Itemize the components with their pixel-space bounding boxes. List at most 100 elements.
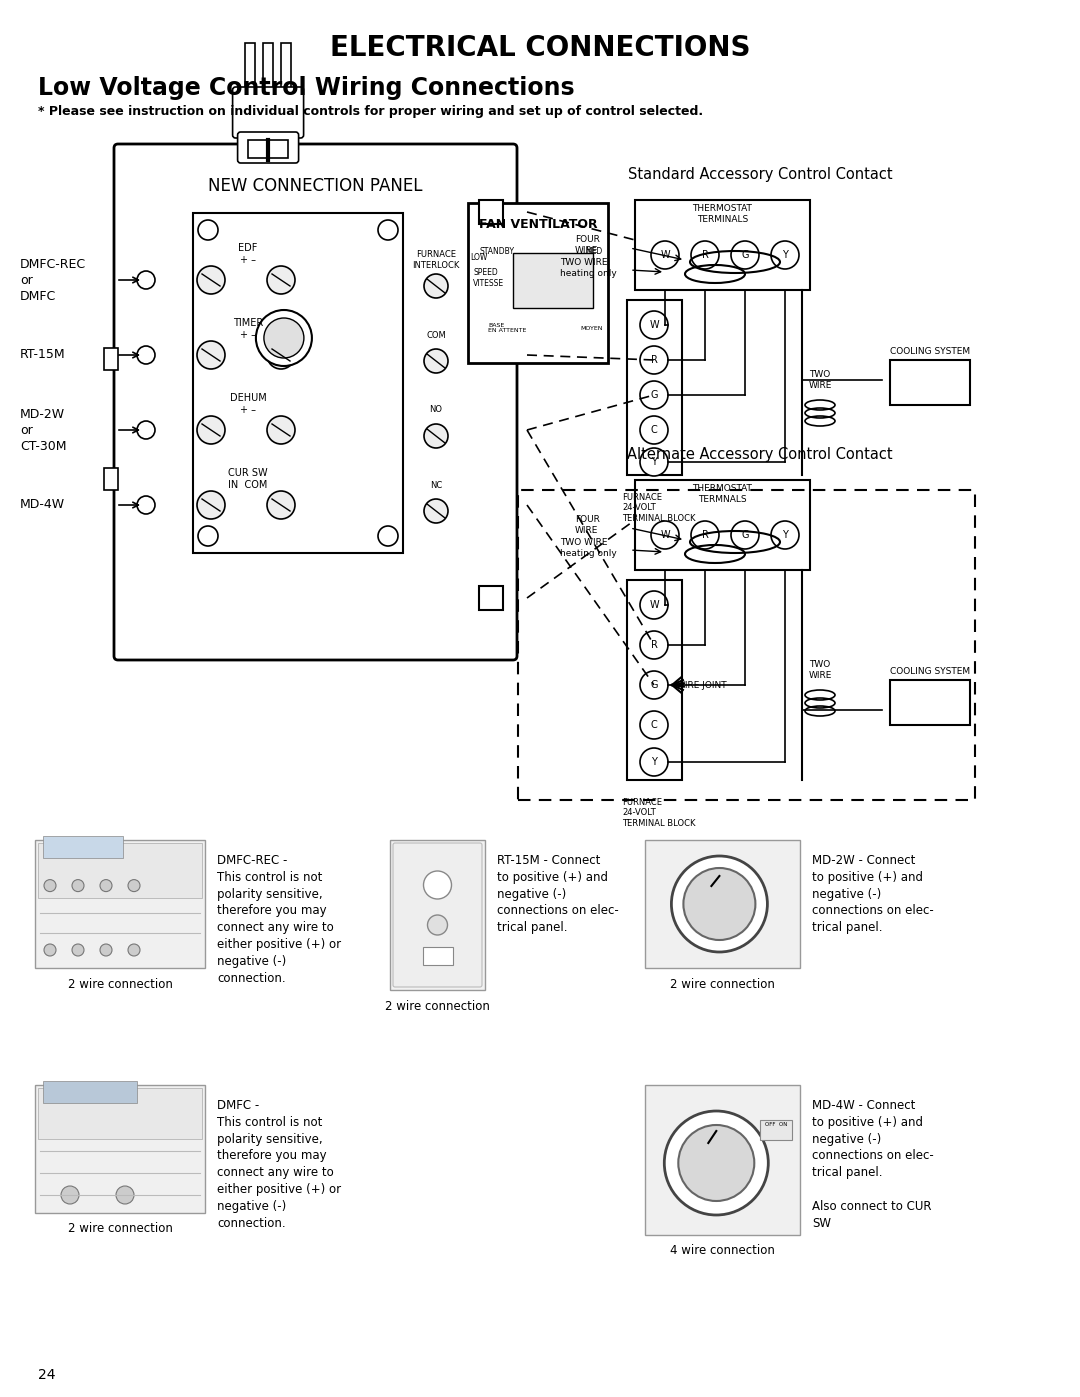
- Circle shape: [129, 944, 140, 956]
- Text: R: R: [650, 640, 658, 650]
- Text: Y: Y: [651, 757, 657, 767]
- Text: FURNACE
24-VOLT
TERMINAL BLOCK: FURNACE 24-VOLT TERMINAL BLOCK: [622, 798, 696, 828]
- Circle shape: [197, 341, 225, 369]
- Circle shape: [640, 671, 669, 698]
- Circle shape: [684, 868, 755, 940]
- Circle shape: [378, 527, 399, 546]
- Text: OFF  ON: OFF ON: [765, 1123, 787, 1127]
- Circle shape: [267, 416, 295, 444]
- Text: SPEED
VITESSE: SPEED VITESSE: [473, 268, 504, 288]
- Circle shape: [264, 319, 303, 358]
- Text: ELECTRICAL CONNECTIONS: ELECTRICAL CONNECTIONS: [329, 34, 751, 61]
- Text: THERMOSTAT
TERMINALS: THERMOSTAT TERMINALS: [692, 204, 753, 224]
- Text: Alternate Accessory Control Contact: Alternate Accessory Control Contact: [627, 447, 893, 462]
- Circle shape: [640, 346, 669, 374]
- Text: 4 wire connection: 4 wire connection: [670, 1245, 775, 1257]
- Text: Y: Y: [782, 529, 788, 541]
- Circle shape: [100, 944, 112, 956]
- FancyBboxPatch shape: [238, 131, 298, 163]
- Text: DMFC -
This control is not
polarity sensitive,
therefore you may
connect any wir: DMFC - This control is not polarity sens…: [217, 1099, 341, 1229]
- Text: Y: Y: [782, 250, 788, 260]
- Text: WIRE JOINT: WIRE JOINT: [676, 680, 727, 690]
- Text: COM: COM: [427, 331, 446, 339]
- Bar: [38, 842, 202, 898]
- Text: COOLING SYSTEM: COOLING SYSTEM: [890, 668, 970, 676]
- Bar: [627, 300, 681, 475]
- Text: COOLING SYSTEM: COOLING SYSTEM: [890, 348, 970, 356]
- Text: FOUR
WIRE: FOUR WIRE: [575, 235, 599, 254]
- Text: FOUR
WIRE: FOUR WIRE: [575, 515, 599, 535]
- Circle shape: [197, 416, 225, 444]
- Circle shape: [672, 856, 768, 951]
- Text: EDF: EDF: [239, 243, 258, 253]
- Text: C: C: [650, 425, 658, 434]
- FancyBboxPatch shape: [393, 842, 482, 988]
- Bar: [627, 580, 681, 780]
- Text: MOYEN: MOYEN: [581, 326, 603, 331]
- Circle shape: [44, 880, 56, 891]
- Circle shape: [267, 341, 295, 369]
- Text: DEHUM: DEHUM: [230, 393, 267, 402]
- Text: THERMOSTAT
TERMNALS: THERMOSTAT TERMNALS: [692, 485, 753, 504]
- Text: FAN VENTILATOR: FAN VENTILATOR: [478, 218, 597, 232]
- Circle shape: [267, 265, 295, 293]
- Circle shape: [44, 944, 56, 956]
- Text: G: G: [741, 529, 748, 541]
- Circle shape: [731, 242, 759, 270]
- Circle shape: [640, 711, 669, 739]
- Circle shape: [72, 944, 84, 956]
- Circle shape: [691, 242, 719, 270]
- Bar: [513, 253, 593, 307]
- Circle shape: [640, 416, 669, 444]
- Circle shape: [129, 880, 140, 891]
- Circle shape: [731, 521, 759, 549]
- Text: BASE
EN ATTENTE: BASE EN ATTENTE: [488, 323, 526, 334]
- Bar: [890, 360, 970, 405]
- Bar: [35, 840, 205, 968]
- Circle shape: [428, 915, 447, 935]
- Bar: [104, 348, 118, 370]
- Text: Y: Y: [651, 457, 657, 467]
- Circle shape: [651, 242, 679, 270]
- Bar: [645, 1085, 800, 1235]
- Bar: [104, 468, 118, 490]
- Circle shape: [60, 1186, 79, 1204]
- Text: DMFC-REC -
This control is not
polarity sensitive,
therefore you may
connect any: DMFC-REC - This control is not polarity …: [217, 854, 341, 985]
- Circle shape: [100, 880, 112, 891]
- Text: NEW CONNECTION PANEL: NEW CONNECTION PANEL: [208, 177, 422, 196]
- Text: W: W: [660, 250, 670, 260]
- Text: TWO WIRE
heating only: TWO WIRE heating only: [561, 538, 617, 557]
- Bar: [43, 835, 123, 858]
- Bar: [760, 1120, 792, 1140]
- Text: FURNACE
INTERLOCK: FURNACE INTERLOCK: [413, 250, 460, 270]
- Bar: [518, 490, 975, 800]
- Text: W: W: [649, 320, 659, 330]
- Text: MD-4W - Connect
to positive (+) and
negative (-)
connections on elec-
trical pan: MD-4W - Connect to positive (+) and nega…: [812, 1099, 934, 1229]
- Text: RT-15M - Connect
to positive (+) and
negative (-)
connections on elec-
trical pa: RT-15M - Connect to positive (+) and neg…: [497, 854, 619, 935]
- Text: 24: 24: [38, 1368, 55, 1382]
- FancyBboxPatch shape: [114, 144, 517, 659]
- Bar: [281, 43, 292, 88]
- Circle shape: [771, 242, 799, 270]
- Bar: [645, 840, 800, 968]
- Circle shape: [137, 496, 156, 514]
- Bar: [635, 481, 810, 570]
- Bar: [480, 585, 503, 610]
- Circle shape: [640, 448, 669, 476]
- Text: IN  COM: IN COM: [228, 481, 268, 490]
- Text: TWO
WIRE: TWO WIRE: [808, 370, 832, 390]
- Circle shape: [664, 1111, 768, 1215]
- Text: MD-2W
or
CT-30M: MD-2W or CT-30M: [21, 408, 67, 453]
- Bar: [390, 840, 485, 990]
- Circle shape: [116, 1186, 134, 1204]
- Bar: [422, 947, 453, 965]
- Circle shape: [424, 274, 448, 298]
- Text: DMFC-REC
or
DMFC: DMFC-REC or DMFC: [21, 257, 86, 303]
- Text: W: W: [649, 599, 659, 610]
- Text: CUR SW: CUR SW: [228, 468, 268, 478]
- Circle shape: [424, 425, 448, 448]
- Text: W: W: [660, 529, 670, 541]
- Text: TWO WIRE
heating only: TWO WIRE heating only: [561, 258, 617, 278]
- Circle shape: [640, 381, 669, 409]
- Bar: [245, 43, 255, 88]
